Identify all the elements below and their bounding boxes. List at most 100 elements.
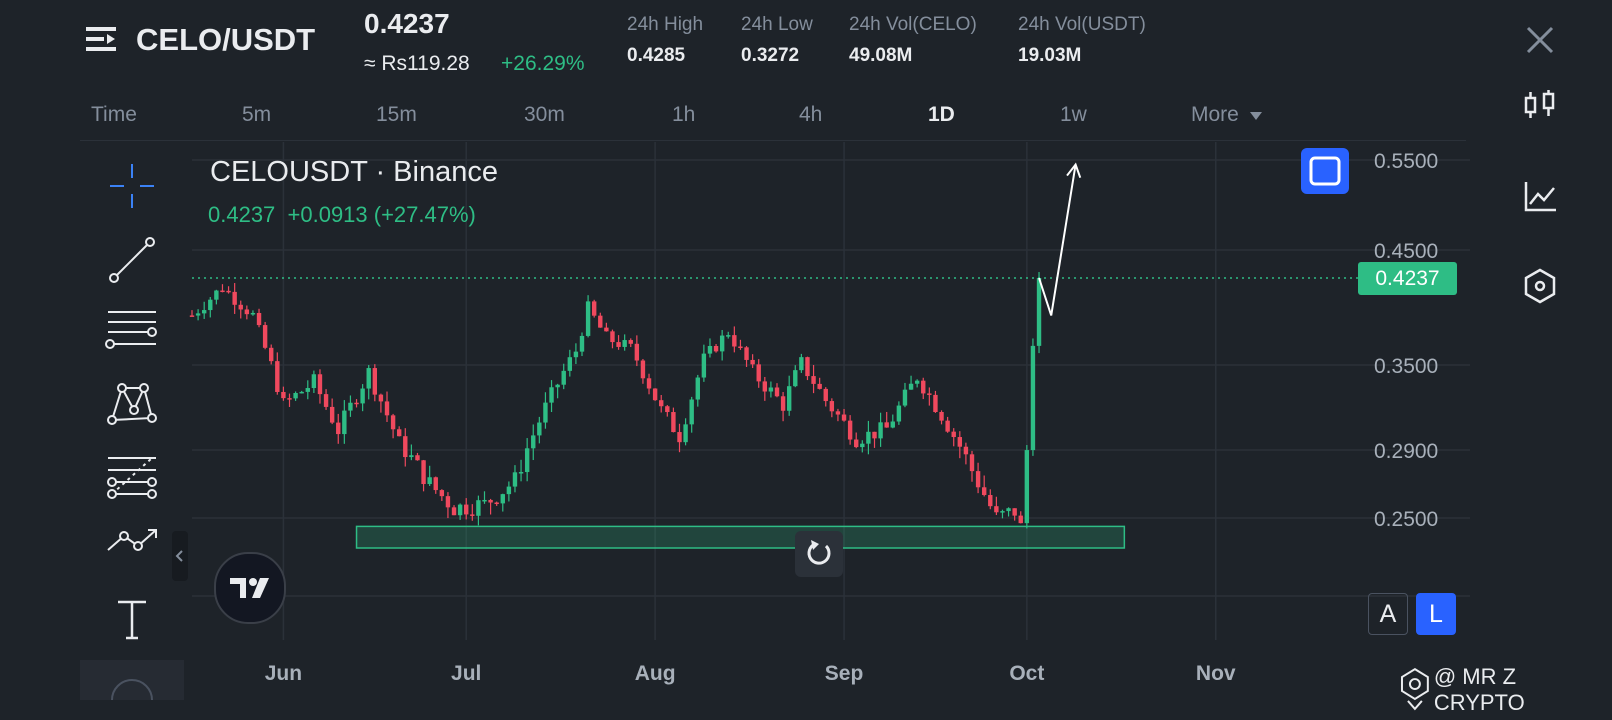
close-icon[interactable] — [1524, 24, 1556, 56]
candle-body — [939, 412, 944, 421]
toolbar-divider — [80, 140, 1466, 141]
candle-body — [317, 374, 323, 395]
projection-arrowhead — [1066, 162, 1082, 179]
tab-1w[interactable]: 1w — [1060, 103, 1087, 126]
settings-icon[interactable] — [1520, 266, 1560, 306]
tab-time[interactable]: Time — [91, 103, 137, 126]
current-price-tag: 0.4237 — [1358, 262, 1457, 295]
candle-body — [823, 388, 828, 402]
candle-body — [378, 394, 384, 402]
crosshair-icon[interactable] — [104, 162, 160, 212]
last-price: 0.4237 — [364, 8, 450, 39]
tab-5m[interactable]: 5m — [242, 103, 272, 126]
text-icon[interactable] — [104, 594, 160, 644]
fullscreen-button[interactable] — [1301, 148, 1349, 194]
change-percent: +26.29% — [501, 52, 585, 75]
y-tick-label: 0.3500 — [1374, 355, 1438, 378]
price-axis: 0.5500 0.4500 0.3500 0.2900 0.2500 — [1374, 150, 1438, 531]
candle-body — [634, 343, 640, 361]
candle-body — [433, 477, 438, 491]
candle-body — [829, 401, 835, 412]
path-icon[interactable] — [104, 522, 160, 572]
menu-icon[interactable] — [86, 24, 118, 56]
candle-body — [415, 455, 420, 461]
candle-body — [323, 394, 329, 407]
stat-label-vol-celo: 24h Vol(CELO) — [849, 14, 977, 35]
candle-body — [878, 422, 883, 439]
candles-icon[interactable] — [1520, 86, 1560, 126]
tools-scroll-area[interactable] — [80, 660, 184, 701]
candle-body — [793, 370, 798, 387]
candle-body — [1018, 515, 1023, 524]
candle-body — [945, 420, 950, 432]
candle-body — [421, 460, 426, 485]
candle-body — [646, 378, 652, 389]
candle-body — [360, 388, 365, 404]
candle-body — [281, 391, 286, 399]
tab-30m[interactable]: 30m — [524, 103, 565, 126]
candle-body — [872, 431, 877, 439]
collapse-toolbar-button[interactable] — [172, 531, 188, 581]
candle-body — [860, 443, 865, 448]
candle-body — [774, 387, 780, 397]
stat-value-high: 0.4285 — [627, 45, 686, 66]
candle-body — [366, 368, 371, 389]
candle-body — [189, 315, 195, 317]
candle-body — [293, 393, 298, 399]
support-zone-box — [355, 525, 1126, 549]
tab-15m[interactable]: 15m — [376, 103, 417, 126]
candle-body — [287, 398, 292, 400]
candle-body — [305, 388, 310, 392]
candle-body — [799, 357, 804, 371]
time-axis: Jun Jul Aug Sep Oct Nov — [265, 662, 1236, 685]
fib-icon[interactable] — [104, 452, 160, 502]
fiat-price: ≈ Rs119.28 — [364, 52, 470, 75]
candle-body — [518, 472, 524, 474]
indicators-icon[interactable] — [1520, 176, 1560, 216]
horizontal-lines-icon[interactable] — [104, 308, 160, 358]
candle-body — [927, 393, 932, 395]
candle-body — [811, 376, 816, 384]
trendline-icon[interactable] — [104, 236, 160, 286]
candle-body — [561, 370, 566, 385]
candle-body — [439, 490, 445, 497]
watermark-logo-icon — [1400, 667, 1429, 711]
tab-4h[interactable]: 4h — [799, 103, 823, 126]
candle-body — [884, 422, 889, 428]
candle-body — [981, 487, 987, 496]
pattern-icon[interactable] — [104, 380, 160, 430]
candle-body — [659, 400, 664, 407]
candle-body — [427, 477, 432, 485]
candle-body — [817, 383, 822, 389]
candle-body — [750, 359, 755, 365]
tab-more[interactable]: More — [1191, 103, 1263, 127]
x-tick-label: Nov — [1196, 662, 1236, 685]
tab-1d[interactable]: 1D — [928, 103, 955, 126]
log-scale-button[interactable]: L — [1416, 593, 1456, 635]
auto-scale-button[interactable]: A — [1368, 593, 1408, 635]
pair-title[interactable]: CELO/USDT — [136, 22, 316, 57]
candle-body — [963, 446, 969, 455]
x-tick-label: Sep — [825, 662, 864, 685]
tab-1h[interactable]: 1h — [672, 103, 696, 126]
stat-label-low: 24h Low — [741, 14, 813, 35]
candle-body — [1036, 278, 1042, 346]
more-label: More — [1191, 103, 1239, 126]
reset-button[interactable] — [795, 531, 843, 577]
candles — [189, 272, 1042, 529]
candle-body — [902, 389, 908, 406]
current-price-label: 0.4237 — [1375, 267, 1440, 290]
candle-body — [640, 360, 646, 379]
candle-body — [403, 436, 408, 458]
candle-body — [951, 431, 956, 438]
candle-body — [256, 312, 262, 326]
x-tick-label: Jun — [265, 662, 302, 685]
candle-body — [1030, 345, 1036, 451]
candle-body — [744, 347, 749, 360]
candle-body — [628, 340, 633, 344]
candle-body — [890, 421, 895, 428]
candle-body — [695, 377, 700, 400]
tradingview-logo — [214, 552, 286, 624]
projection-arrow — [1038, 164, 1077, 316]
